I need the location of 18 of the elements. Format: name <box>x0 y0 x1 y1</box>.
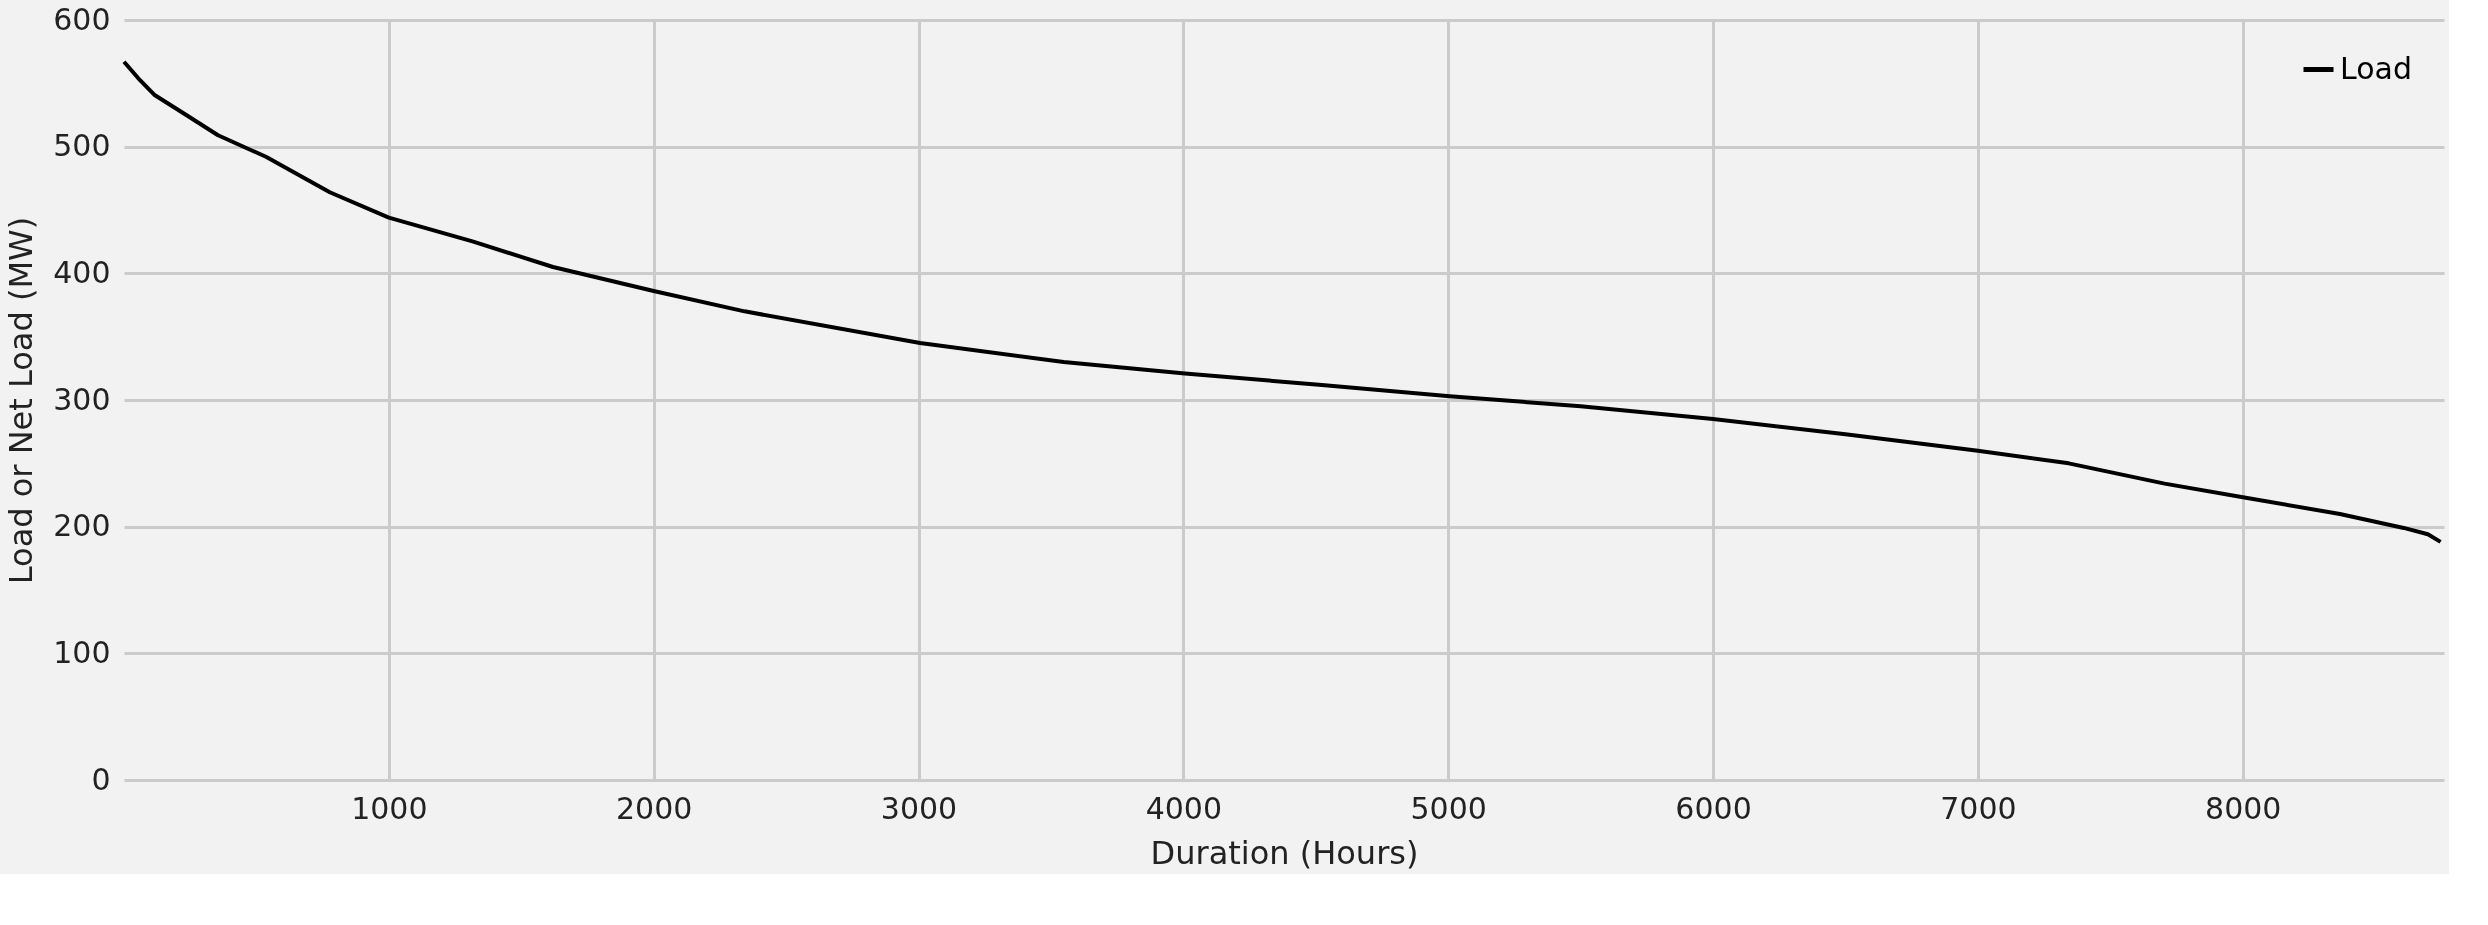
y-tick-label: 100 <box>53 634 111 670</box>
y-tick-label: 200 <box>53 508 111 544</box>
y-tick-label: 0 <box>91 761 111 797</box>
y-tick-label: 600 <box>53 1 111 37</box>
x-tick-label: 1000 <box>351 790 428 826</box>
x-tick-label: 4000 <box>1145 790 1223 826</box>
y-tick-label: 300 <box>53 381 111 417</box>
y-tick-label: 500 <box>53 128 111 164</box>
y-tick-label: 400 <box>53 254 111 290</box>
x-tick-label: 3000 <box>880 790 958 826</box>
legend-label: Load <box>2340 50 2412 86</box>
x-axis-title: Duration (Hours) <box>1150 833 1419 872</box>
x-tick-label: 7000 <box>1940 790 2017 826</box>
x-tick-label: 5000 <box>1410 790 1487 826</box>
x-tick-label: 8000 <box>2205 790 2282 826</box>
x-tick-label: 2000 <box>616 790 693 826</box>
y-axis-title: Load or Net Load (MW) <box>2 216 41 585</box>
x-tick-label: 6000 <box>1675 790 1752 826</box>
